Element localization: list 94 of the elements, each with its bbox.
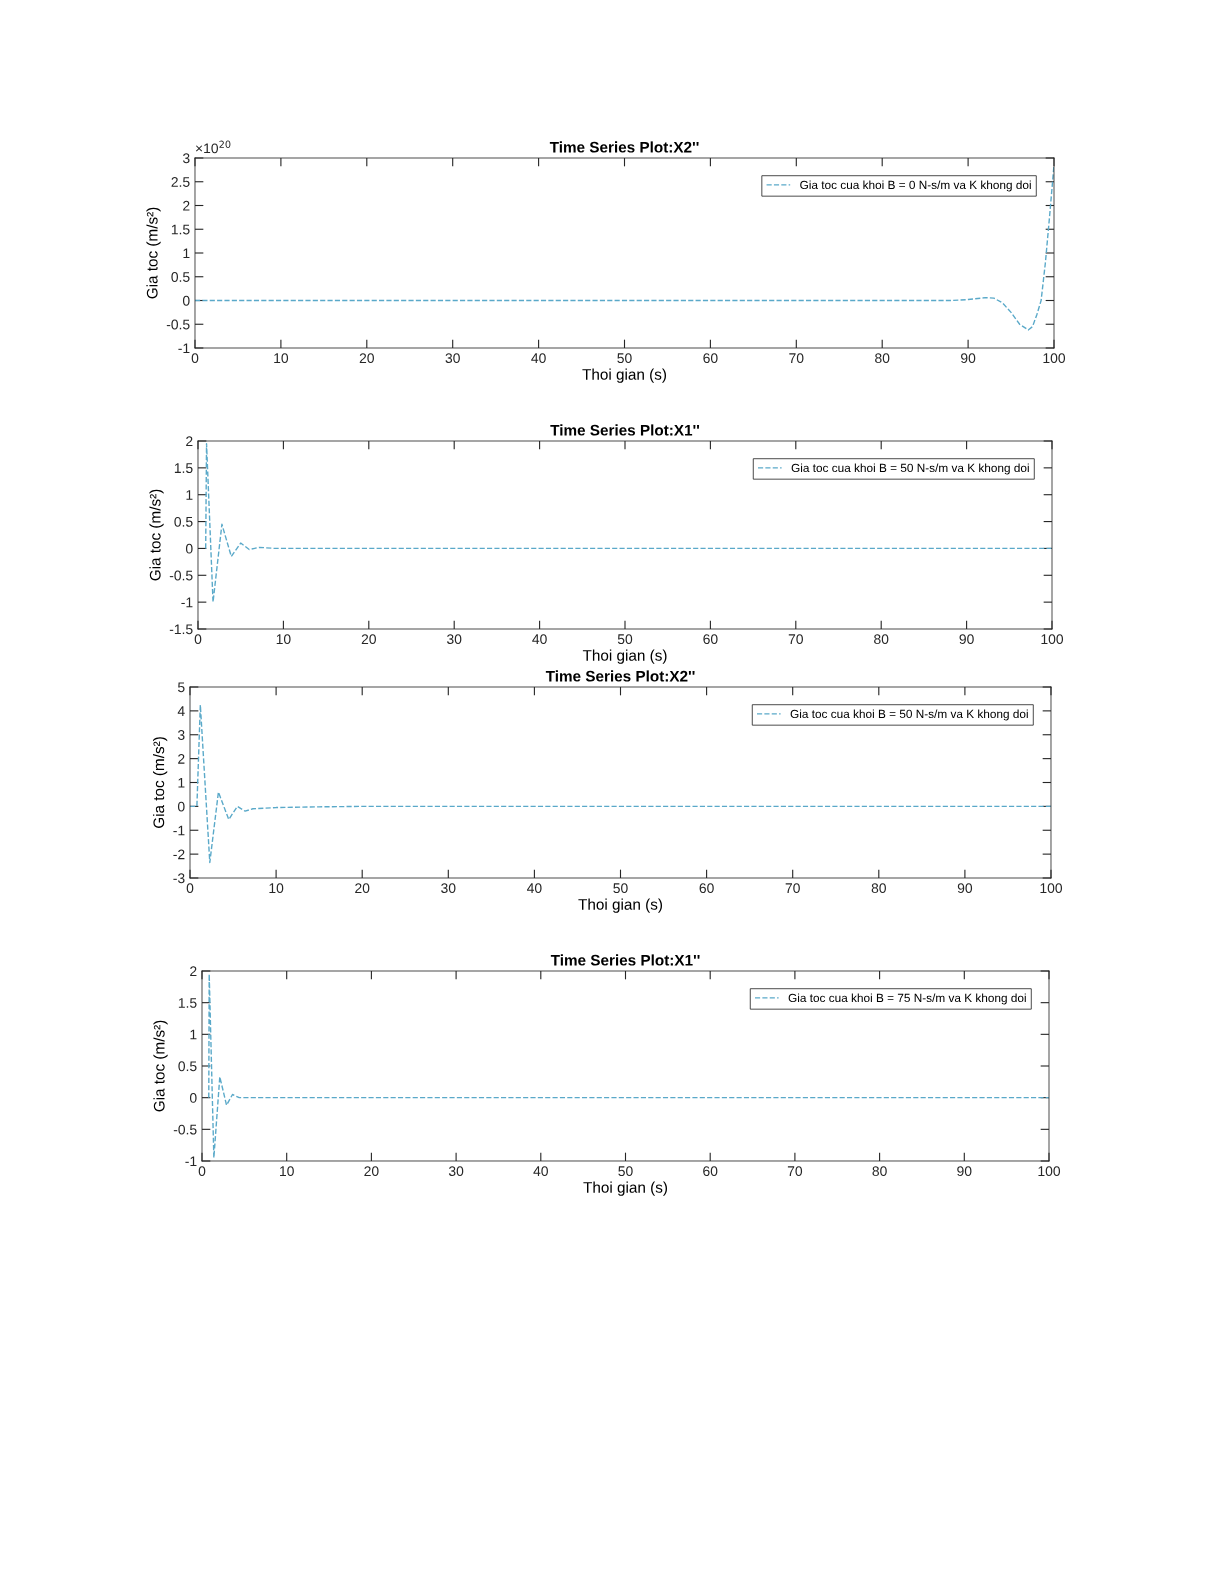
y-tick-label: 3 [182, 153, 190, 164]
x-tick-label: 90 [957, 883, 973, 894]
y-tick-label: 1 [186, 490, 193, 500]
x-tick-label: 80 [874, 634, 889, 645]
x-tick-label: 60 [703, 353, 718, 364]
x-tick-label: 90 [959, 634, 974, 645]
y-tick-label: 1 [190, 1029, 197, 1040]
x-tick-label: 20 [361, 634, 376, 645]
y-tick-label: 1 [178, 777, 185, 788]
y-axis-title: Gia toc (m/s²) [146, 207, 161, 299]
y-tick-label: 0.5 [178, 1061, 197, 1072]
chart-title: Time Series Plot:X2'' [545, 670, 695, 682]
legend-label: Gia toc cua khoi B = 50 N-s/m va K khong doi [790, 709, 1028, 721]
x-axis-title: Thoi gian (s) [578, 898, 663, 913]
y-axis-title: Gia toc (m/s²) [152, 737, 168, 828]
line-series [190, 704, 1051, 864]
y-tick-label: 0.5 [174, 516, 193, 527]
y-tick-label: 0 [177, 801, 185, 812]
x-tick-label: 100 [1038, 1166, 1061, 1177]
y-tick-label: 1.5 [171, 224, 190, 235]
line-series [208, 973, 1049, 1159]
x-tick-label: 70 [787, 1166, 803, 1177]
x-tick-label: 80 [872, 1166, 887, 1177]
x-tick-label: 90 [961, 353, 976, 364]
legend-label: Gia toc cua khoi B = 50 N-s/m va K khong doi [791, 463, 1029, 475]
x-axis-title: Thoi gian (s) [582, 649, 667, 664]
x-tick-label: 40 [533, 1166, 548, 1177]
y-tick-label: 1.5 [178, 998, 197, 1008]
y-tick-label: 2 [190, 966, 197, 977]
x-tick-label: 60 [703, 1166, 718, 1177]
x-tick-label: 50 [618, 1166, 633, 1177]
y-tick-label: 1.5 [174, 463, 193, 474]
y-tick-label: 0.5 [171, 272, 190, 282]
y-axis-title: Gia toc (m/s²) [153, 1020, 168, 1112]
legend-label: Gia toc cua khoi B = 0 N-s/m va K khong doi [800, 180, 1031, 192]
y-tick-label: -3 [173, 873, 185, 884]
x-tick-label: 20 [359, 353, 374, 364]
x-tick-label: 60 [703, 634, 718, 645]
x-tick-label: 10 [280, 1166, 294, 1177]
y-tick-label: 1 [183, 248, 190, 259]
x-tick-label: 30 [448, 1166, 464, 1177]
y-tick-label: -1 [173, 825, 185, 836]
y-tick-label: -1 [181, 597, 193, 608]
x-tick-label: 40 [531, 353, 546, 364]
y-tick-label: 3 [177, 730, 185, 740]
x-tick-label: 40 [527, 883, 542, 894]
y-axis-title: Gia toc (m/s²) [149, 489, 164, 581]
y-tick-label: 5 [177, 682, 185, 693]
x-tick-label: 10 [276, 634, 291, 645]
y-tick-label: 2 [183, 200, 190, 211]
x-tick-label: 20 [355, 883, 370, 894]
x-tick-label: 50 [617, 634, 633, 645]
x-tick-label: 70 [785, 883, 800, 894]
legend-label: Gia toc cua khoi B = 75 N-s/m va K khong doi [788, 993, 1026, 1005]
x-tick-label: 30 [441, 883, 456, 894]
y-tick-label: -1 [185, 1156, 197, 1167]
x-tick-label: 100 [1040, 883, 1063, 894]
x-tick-label: 20 [364, 1166, 379, 1177]
chart-title: Time Series Plot:X1'' [550, 954, 700, 966]
y-tick-label: 4 [177, 706, 185, 716]
x-tick-label: 100 [1041, 634, 1064, 645]
y-tick-label: -1.5 [169, 624, 193, 635]
chart-title: Time Series Plot:X1'' [550, 424, 700, 436]
x-tick-label: 10 [274, 353, 289, 364]
y-tick-label: -0.5 [166, 319, 190, 330]
x-tick-label: 90 [957, 1166, 972, 1177]
x-tick-label: 100 [1043, 353, 1066, 364]
y-tick-label: -1 [178, 343, 190, 354]
x-tick-label: 10 [269, 883, 284, 894]
x-tick-label: 30 [445, 353, 460, 364]
x-tick-label: 70 [789, 353, 804, 364]
y-tick-label: 0 [185, 543, 193, 554]
y-tick-label: 0 [189, 1093, 197, 1103]
text: ×10$^{20}$ [195, 140, 231, 154]
x-tick-label: 80 [875, 353, 890, 364]
x-axis-title: Thoi gian (s) [582, 368, 667, 383]
y-tick-label: 2 [186, 436, 193, 447]
x-tick-label: 80 [871, 883, 886, 894]
x-tick-label: 60 [699, 883, 714, 894]
x-tick-label: 70 [788, 634, 803, 645]
x-tick-label: 50 [613, 883, 628, 894]
x-axis-title: Thoi gian (s) [583, 1181, 668, 1196]
y-tick-label: -2 [173, 849, 185, 860]
y-tick-label: 0 [182, 295, 190, 306]
chart-title: Time Series Plot:X2'' [549, 141, 699, 153]
y-tick-label: 2.5 [171, 177, 190, 187]
x-tick-label: 50 [617, 353, 632, 364]
y-tick-label: -0.5 [169, 570, 193, 581]
x-tick-label: 30 [447, 634, 462, 645]
line-series [204, 442, 1052, 603]
y-tick-label: -0.5 [173, 1124, 197, 1135]
x-tick-label: 40 [532, 634, 547, 645]
x-tick-label: 0 [198, 1166, 206, 1177]
y-tick-label: 2 [178, 753, 185, 764]
